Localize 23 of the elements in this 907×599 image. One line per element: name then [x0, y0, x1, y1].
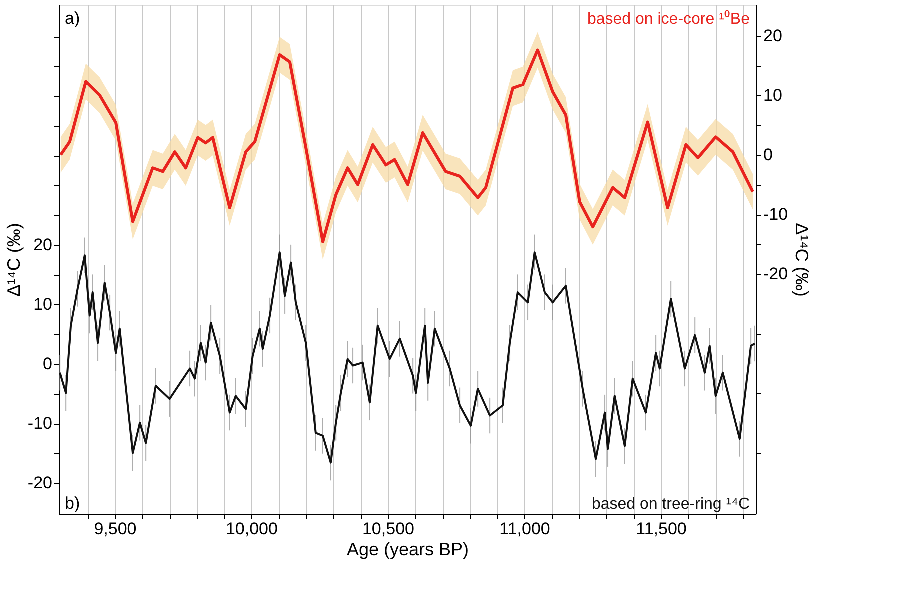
- y2-tick-label: 10: [764, 86, 782, 105]
- y2-tick-label: 20: [764, 26, 782, 46]
- annotation: b): [65, 494, 80, 513]
- y-tick-label: -10: [28, 414, 52, 434]
- y-tick-label: 20: [34, 235, 52, 254]
- x-tick-label: 10,500: [362, 520, 414, 538]
- y-tick-label: 10: [34, 294, 52, 314]
- text: based on ice-core ¹⁰Be: [587, 10, 750, 28]
- y2-tick-label: 0: [764, 146, 773, 165]
- x-tick-label: 9,500: [94, 520, 137, 538]
- y-tick-label: -20: [28, 474, 52, 493]
- line-series: [59, 252, 756, 464]
- annotation: a): [65, 9, 80, 28]
- text: based on tree-ring ¹⁴C: [592, 496, 750, 513]
- x-axis-title: Age (years BP): [346, 540, 470, 560]
- y2-tick-label: -20: [764, 264, 788, 284]
- y-axis-title: Δ¹⁴C (‰): [4, 223, 24, 297]
- y2-axis-title: Δ¹⁴C (‰): [792, 223, 812, 297]
- x-tick-label: 11,500: [636, 520, 687, 538]
- y2-tick-label: -10: [764, 205, 788, 224]
- y-tick-label: 0: [43, 354, 52, 374]
- x-tick-label: 10,000: [226, 520, 278, 538]
- x-tick-label: 11,000: [500, 520, 550, 538]
